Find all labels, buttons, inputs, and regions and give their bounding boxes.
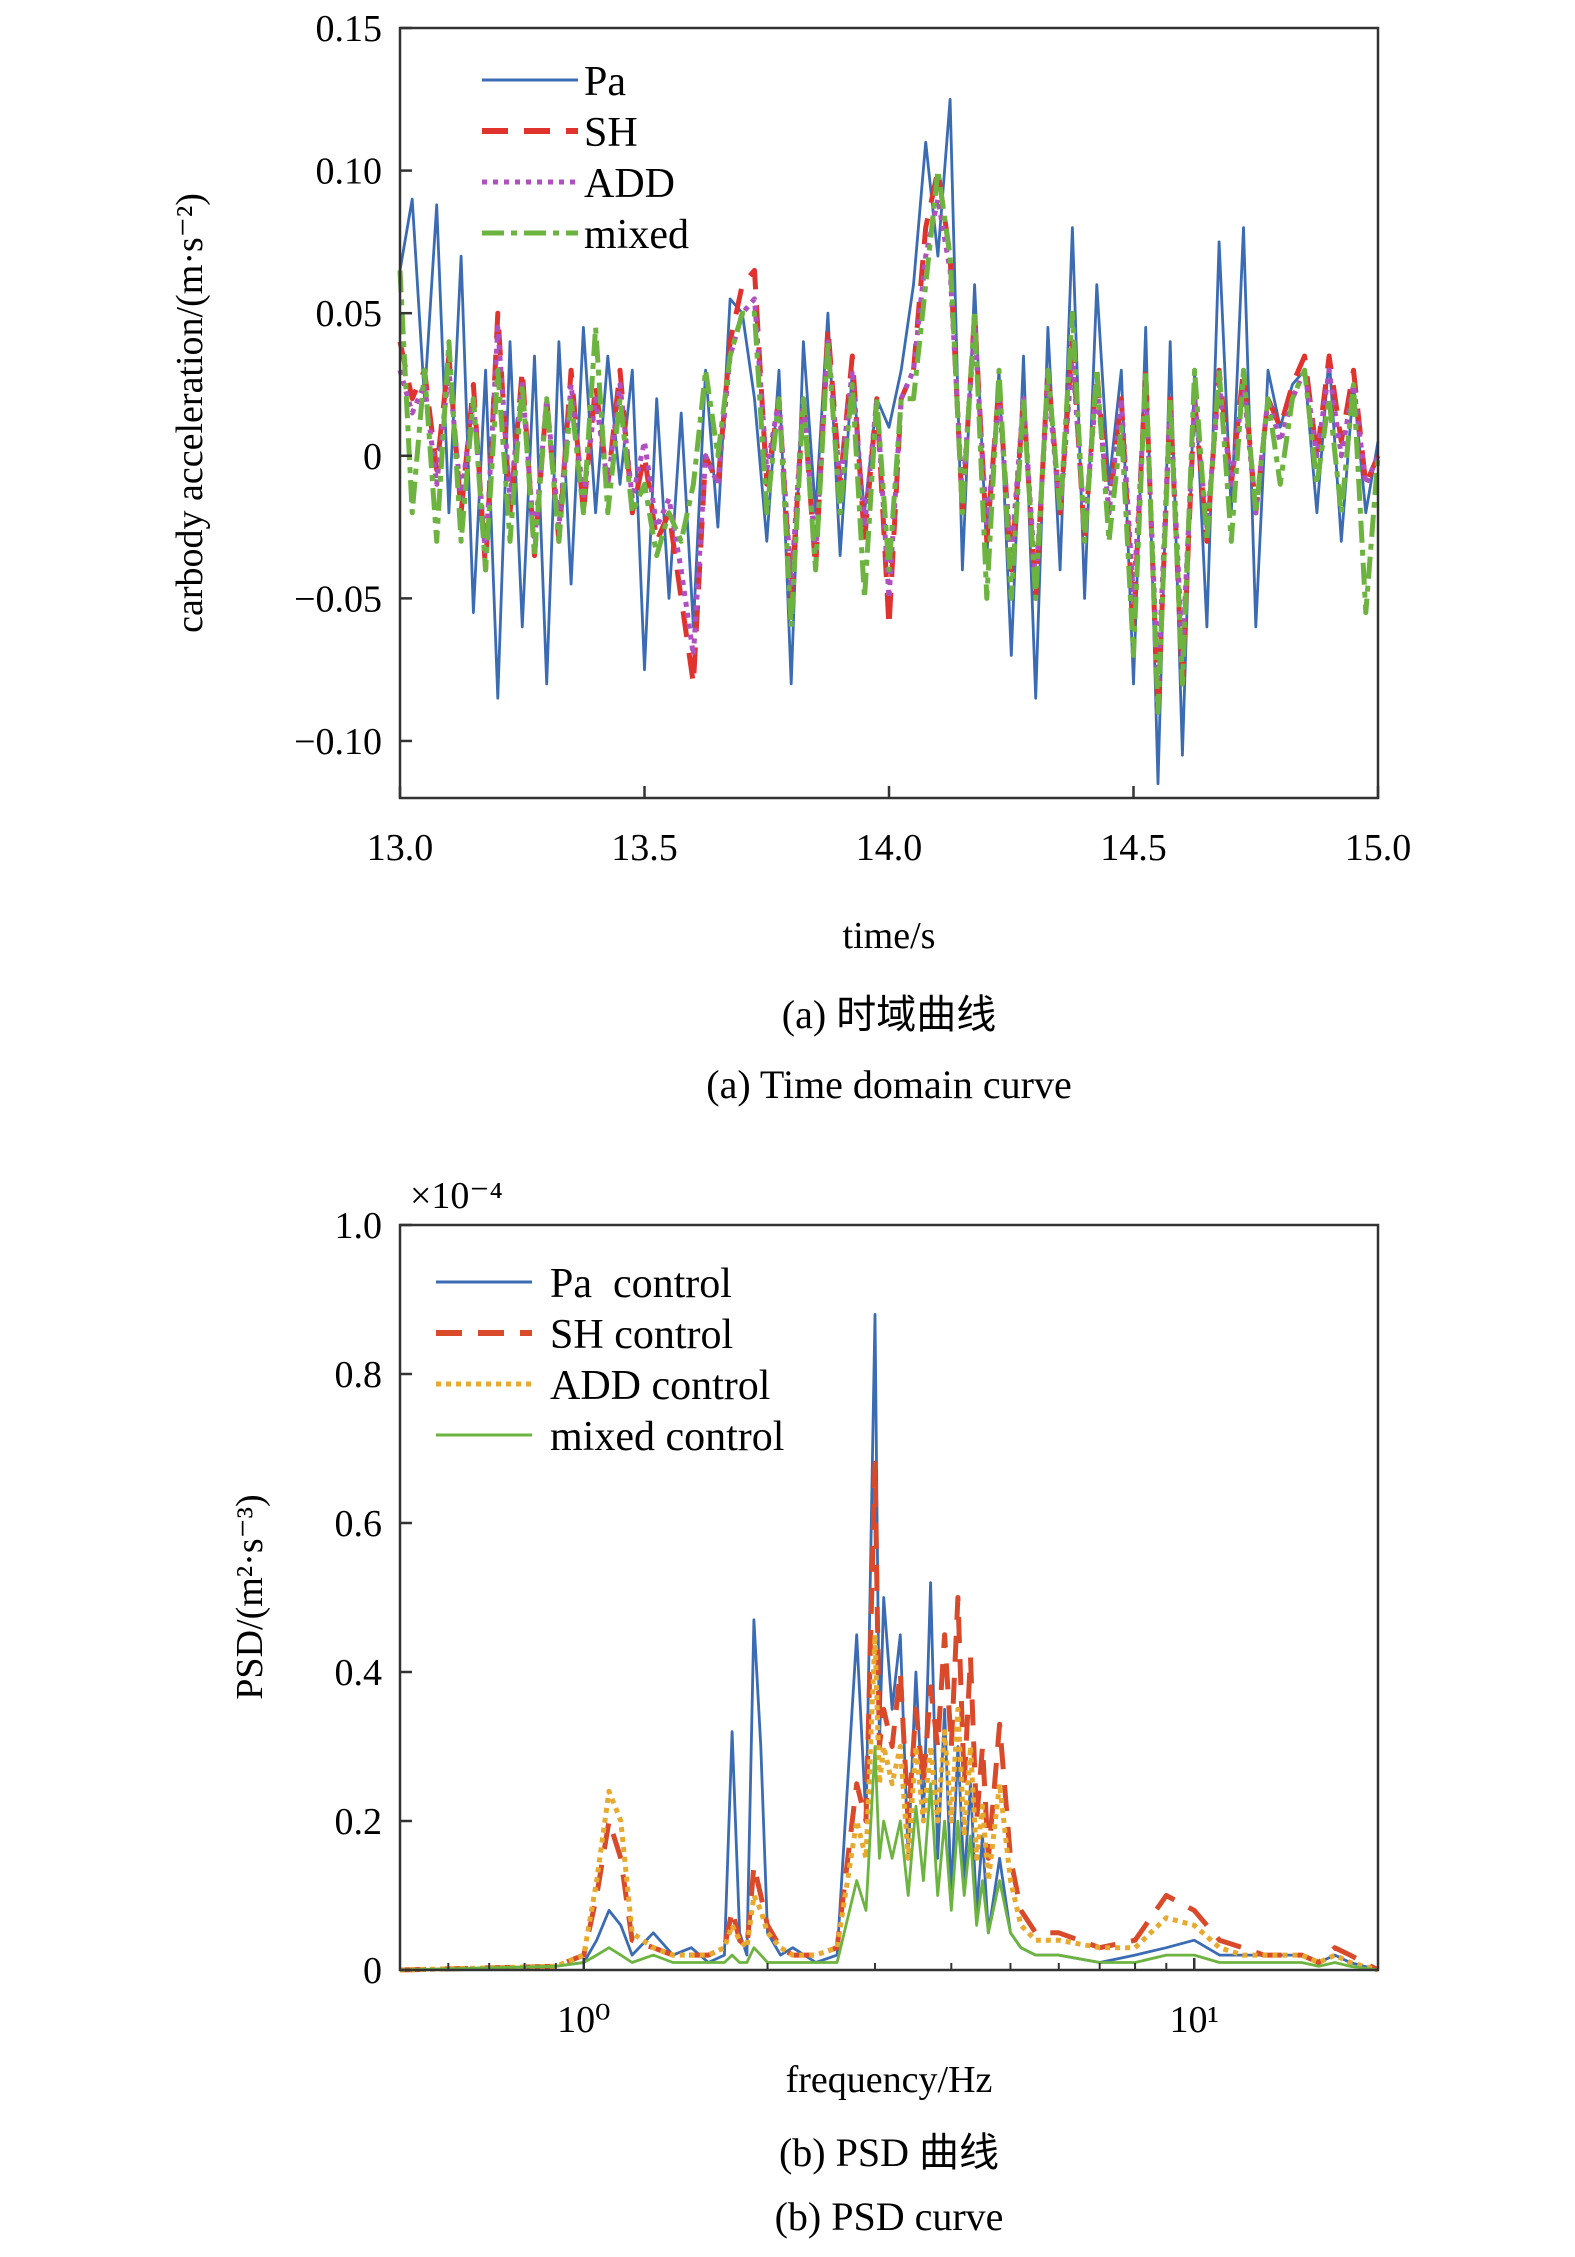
chart-b-plot-frame	[398, 1223, 1380, 1972]
chart-a-y-tick-label: −0.05	[294, 578, 382, 620]
chart-time-domain: 13.0 13.5 14.0 14.5 15.0 −0.10 −0.05 0 0.05 0.10 0…	[169, 8, 1411, 1107]
chart-a-y-tick-label: 0.15	[316, 8, 383, 50]
legend-b-label-1: SH control	[550, 1312, 733, 1358]
chart-a-y-tick-label: 0.05	[316, 293, 383, 335]
legend-b-label-2: ADD control	[550, 1363, 770, 1409]
chart-a-series-3	[397, 168, 1381, 715]
legend-b-label-3: mixed control	[550, 1414, 784, 1460]
legend-b-label-0: Pa control	[550, 1261, 732, 1307]
chart-psd: 10⁰ 10¹ 0 0.2 0.4 0.6 0.8 1.0 ×10⁻⁴ Pa control …	[229, 1175, 1380, 2239]
chart-b-x-tick-label: 10¹	[1170, 1999, 1219, 2041]
chart-a-plot-lines	[397, 97, 1381, 786]
chart-a-x-tick-label: 15.0	[1345, 827, 1412, 869]
chart-b-series-1	[399, 1460, 1380, 1973]
chart-b-y-axis-label: PSD/(m²·s⁻³)	[229, 1494, 271, 1699]
chart-b-caption-en: (b) PSD curve	[775, 2194, 1004, 2239]
chart-a-x-tick-label: 14.5	[1100, 827, 1167, 869]
chart-b-y-tick-label: 0	[363, 1950, 382, 1992]
chart-a-x-tick-label: 14.0	[856, 827, 923, 869]
chart-b-series-3	[399, 1745, 1379, 1972]
chart-a-x-axis-label: time/s	[843, 915, 936, 957]
chart-a-y-axis-label: carbody acceleration/(m·s⁻²)	[169, 193, 211, 633]
chart-a-caption-cn: (a) 时域曲线	[782, 992, 996, 1037]
legend-a-label-0: Pa	[584, 59, 626, 105]
chart-b-y-tick-label: 0.8	[335, 1354, 383, 1396]
chart-b-series-2	[399, 1632, 1379, 1973]
chart-a-y-tick-label: 0	[363, 436, 382, 478]
chart-b-plot-lines	[399, 1313, 1380, 1973]
chart-b-y-tick-label: 0.2	[335, 1801, 383, 1843]
chart-b-x-axis-label: frequency/Hz	[786, 2059, 993, 2101]
chart-a-y-tick-label: −0.10	[294, 721, 382, 763]
chart-a-legend: Pa SH ADD mixed	[482, 59, 689, 258]
legend-a-label-3: mixed	[584, 212, 689, 258]
chart-a-caption-en: (a) Time domain curve	[706, 1062, 1072, 1107]
chart-b-legend: Pa control SH control ADD control mixed …	[436, 1261, 784, 1460]
chart-b-y-tick-label: 0.6	[335, 1503, 383, 1545]
chart-b-y-tick-label: 0.4	[335, 1652, 383, 1694]
chart-a-y-tick-label: 0.10	[316, 151, 383, 193]
chart-a-series-1	[397, 168, 1381, 715]
chart-b-y-multiplier: ×10⁻⁴	[410, 1175, 503, 1217]
chart-a-x-tick-label: 13.0	[367, 827, 434, 869]
chart-b-ticks: 10⁰ 10¹ 0 0.2 0.4 0.6 0.8 1.0	[335, 1205, 1219, 2041]
chart-a-series-0	[398, 97, 1380, 786]
chart-b-y-tick-label: 1.0	[335, 1205, 383, 1247]
legend-a-label-1: SH	[584, 110, 638, 156]
chart-b-caption-cn: (b) PSD 曲线	[779, 2130, 999, 2175]
chart-b-x-tick-label: 10⁰	[557, 1999, 610, 2041]
chart-a-x-tick-label: 13.5	[611, 827, 678, 869]
chart-a-ticks: 13.0 13.5 14.0 14.5 15.0 −0.10 −0.05 0 0.05 0.10 0…	[294, 8, 1411, 869]
legend-a-label-2: ADD	[584, 161, 675, 207]
chart-b-series-0	[399, 1313, 1379, 1972]
